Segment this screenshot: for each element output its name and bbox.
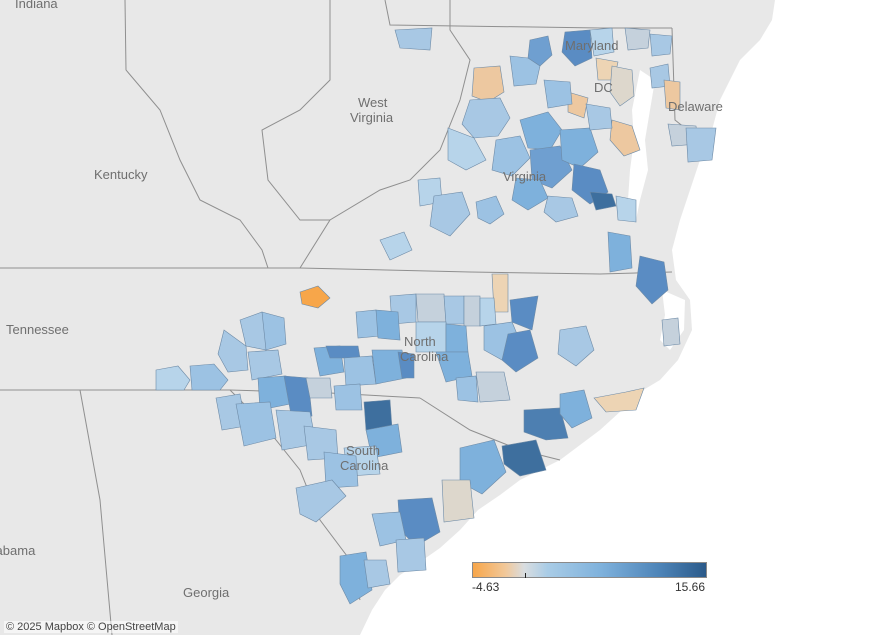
county[interactable] — [585, 103, 613, 131]
county[interactable] — [445, 323, 469, 353]
county[interactable] — [661, 317, 681, 347]
county[interactable] — [395, 537, 427, 573]
county[interactable] — [295, 479, 347, 523]
label-north-carolina-line1: North — [404, 334, 436, 349]
county[interactable] — [461, 97, 511, 139]
county[interactable] — [447, 127, 487, 171]
county[interactable] — [543, 79, 573, 109]
county[interactable] — [559, 389, 593, 429]
county[interactable] — [415, 293, 447, 323]
county[interactable] — [509, 295, 539, 331]
place-labels: Indiana West Virginia Kentucky Tennessee… — [0, 0, 723, 600]
county[interactable] — [475, 195, 505, 225]
county[interactable] — [509, 55, 541, 87]
legend-zero-tick — [525, 573, 526, 578]
county[interactable] — [155, 365, 191, 391]
county[interactable] — [363, 399, 393, 431]
label-kentucky: Kentucky — [94, 167, 148, 182]
county[interactable] — [589, 191, 617, 211]
county[interactable] — [397, 351, 415, 379]
county[interactable] — [609, 119, 641, 157]
county[interactable] — [624, 27, 651, 51]
county[interactable] — [189, 363, 229, 391]
county[interactable] — [463, 295, 481, 327]
county[interactable] — [607, 231, 633, 273]
county[interactable] — [455, 375, 479, 403]
legend-min-label: -4.63 — [472, 580, 500, 594]
county[interactable] — [379, 231, 413, 261]
label-west-virginia-line1: West — [358, 95, 388, 110]
county[interactable] — [519, 111, 563, 151]
label-georgia: Georgia — [183, 585, 230, 600]
county[interactable] — [561, 29, 593, 67]
county[interactable] — [429, 191, 471, 237]
county[interactable] — [527, 35, 553, 67]
county-polygons — [155, 27, 717, 605]
county[interactable] — [435, 351, 473, 383]
county[interactable] — [543, 195, 579, 223]
county[interactable] — [511, 177, 549, 211]
label-alabama: Alabama — [0, 543, 36, 558]
county[interactable] — [235, 401, 277, 447]
county[interactable] — [443, 295, 465, 325]
legend-max-label: 15.66 — [674, 580, 705, 594]
county[interactable] — [685, 127, 717, 163]
label-south-carolina-line1: South — [346, 443, 380, 458]
county[interactable] — [557, 325, 595, 367]
county[interactable] — [559, 127, 599, 169]
label-dc: DC — [594, 80, 613, 95]
label-virginia: Virginia — [503, 169, 547, 184]
label-south-carolina-line2: Carolina — [340, 458, 389, 473]
chesapeake-bay — [628, 70, 655, 220]
label-tennessee: Tennessee — [6, 322, 69, 337]
county[interactable] — [523, 407, 569, 441]
county[interactable] — [283, 375, 313, 421]
county[interactable] — [375, 309, 401, 341]
county[interactable] — [363, 559, 391, 589]
county[interactable] — [247, 349, 283, 381]
county[interactable] — [441, 479, 475, 523]
county[interactable] — [479, 297, 497, 327]
label-indiana: Indiana — [15, 0, 58, 11]
county[interactable] — [325, 345, 361, 359]
county[interactable] — [609, 65, 635, 107]
label-maryland: Maryland — [565, 38, 618, 53]
county[interactable] — [299, 285, 331, 309]
county[interactable] — [567, 91, 589, 119]
color-legend: -4.63 15.66 — [472, 562, 707, 596]
county[interactable] — [615, 195, 637, 223]
map-attribution[interactable]: © 2025 Mapbox © OpenStreetMap — [4, 621, 178, 633]
county[interactable] — [261, 311, 287, 351]
county[interactable] — [663, 79, 681, 111]
county[interactable] — [589, 27, 615, 57]
label-west-virginia-line2: Virginia — [350, 110, 394, 125]
county[interactable] — [593, 387, 645, 413]
label-north-carolina-line2: Carolina — [400, 349, 449, 364]
county[interactable] — [491, 135, 531, 177]
county[interactable] — [323, 451, 359, 489]
county[interactable] — [471, 65, 505, 103]
county[interactable] — [217, 329, 249, 373]
county[interactable] — [501, 329, 539, 373]
county[interactable] — [333, 383, 363, 411]
county[interactable] — [343, 355, 377, 387]
county[interactable] — [339, 551, 373, 605]
county[interactable] — [501, 439, 547, 477]
county[interactable] — [635, 255, 669, 305]
county[interactable] — [649, 33, 673, 57]
legend-gradient-bar — [472, 562, 707, 578]
county[interactable] — [459, 439, 507, 495]
county[interactable] — [475, 371, 511, 403]
county[interactable] — [394, 27, 433, 51]
label-delaware: Delaware — [668, 99, 723, 114]
county[interactable] — [305, 377, 333, 399]
